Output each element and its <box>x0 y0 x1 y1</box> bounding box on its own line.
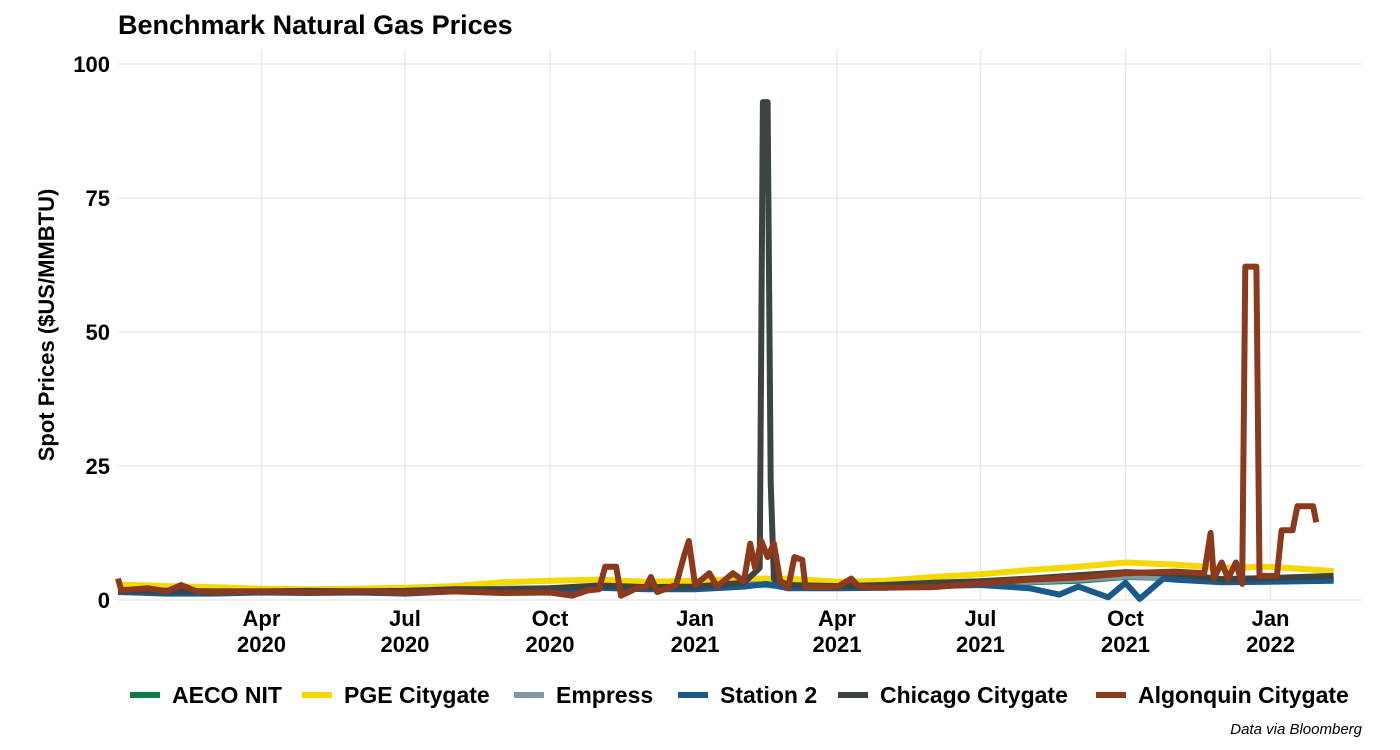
series-lines <box>115 99 1334 602</box>
x-tick-label: Jul 2020 <box>380 606 429 657</box>
x-tick-label: Jul 2021 <box>956 606 1005 657</box>
x-tick-labels: Apr 2020 Jul 2020 Oct 2020 Jan 2021 Apr 2021 Jul 20… <box>237 606 1295 657</box>
y-tick-labels: 0 25 50 75 100 <box>73 52 110 613</box>
legend-swatch-station-2 <box>678 692 708 698</box>
gridlines <box>118 50 1362 601</box>
legend-swatch-chicago-citygate <box>838 692 868 698</box>
y-tick-label: 50 <box>86 320 110 345</box>
y-tick-label: 0 <box>98 588 110 613</box>
x-tick-label: Jan 2021 <box>671 606 720 657</box>
legend-label-empress: Empress <box>556 682 653 708</box>
y-axis-title: Spot Prices ($US/MMBTU) <box>34 189 59 462</box>
data-source-caption: Data via Bloomberg <box>1230 721 1362 738</box>
series-line-algonquin-citygate <box>115 263 1320 599</box>
legend: AECO NIT PGE Citygate Empress Station 2 Chic… <box>130 682 1349 708</box>
y-tick-label: 75 <box>86 186 110 211</box>
legend-label-chicago-citygate: Chicago Citygate <box>880 682 1068 708</box>
x-tick-label: Apr 2021 <box>812 606 861 657</box>
x-tick-label: Apr 2020 <box>237 606 286 657</box>
y-tick-label: 100 <box>73 52 110 77</box>
legend-label-pge-citygate: PGE Citygate <box>344 682 490 708</box>
y-tick-label: 25 <box>86 454 110 479</box>
legend-swatch-algonquin-citygate <box>1096 692 1126 698</box>
legend-swatch-aeco-nit <box>130 692 160 698</box>
legend-label-aeco-nit: AECO NIT <box>172 682 282 708</box>
legend-label-station-2: Station 2 <box>720 682 817 708</box>
x-tick-label: Oct 2020 <box>526 606 575 657</box>
legend-label-algonquin-citygate: Algonquin Citygate <box>1138 682 1349 708</box>
legend-swatch-empress <box>514 692 544 698</box>
x-tick-label: Oct 2021 <box>1101 606 1150 657</box>
chart-title: Benchmark Natural Gas Prices <box>118 10 513 40</box>
series-line-chicago-citygate <box>117 99 1334 595</box>
legend-swatch-pge-citygate <box>302 692 332 698</box>
x-tick-label: Jan 2022 <box>1246 606 1295 657</box>
